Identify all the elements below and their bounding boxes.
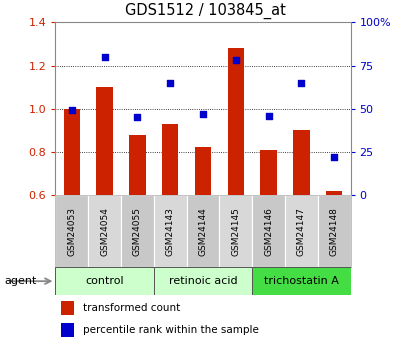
Bar: [61, 301, 74, 315]
Bar: [292, 130, 309, 195]
Text: GSM24146: GSM24146: [263, 207, 272, 256]
Text: GSM24147: GSM24147: [296, 207, 305, 256]
Text: control: control: [85, 276, 124, 286]
Point: [265, 113, 271, 118]
Bar: [260, 150, 276, 195]
Bar: [252, 195, 284, 267]
Bar: [121, 195, 153, 267]
Bar: [153, 267, 252, 295]
Text: retinoic acid: retinoic acid: [168, 276, 237, 286]
Bar: [219, 195, 252, 267]
Bar: [55, 267, 153, 295]
Bar: [162, 124, 178, 195]
Point: [232, 58, 238, 63]
Bar: [252, 267, 350, 295]
Text: GSM24053: GSM24053: [67, 207, 76, 256]
Text: GSM24144: GSM24144: [198, 207, 207, 256]
Point: [199, 111, 206, 117]
Point: [134, 115, 140, 120]
Point: [68, 108, 75, 113]
Text: GSM24143: GSM24143: [165, 207, 174, 256]
Text: trichostatin A: trichostatin A: [263, 276, 338, 286]
Text: percentile rank within the sample: percentile rank within the sample: [82, 325, 258, 335]
Bar: [129, 135, 145, 195]
Text: transformed count: transformed count: [82, 303, 179, 313]
Point: [101, 54, 108, 60]
Text: GSM24145: GSM24145: [231, 207, 240, 256]
Bar: [153, 195, 186, 267]
Bar: [61, 324, 74, 337]
Bar: [96, 87, 112, 195]
Bar: [194, 148, 211, 195]
Bar: [317, 195, 350, 267]
Bar: [186, 195, 219, 267]
Point: [297, 80, 304, 86]
Text: GSM24054: GSM24054: [100, 207, 109, 256]
Bar: [227, 48, 243, 195]
Bar: [284, 195, 317, 267]
Text: agent: agent: [4, 276, 36, 286]
Text: GDS1512 / 103845_at: GDS1512 / 103845_at: [124, 3, 285, 19]
Bar: [88, 195, 121, 267]
Bar: [63, 109, 80, 195]
Bar: [55, 195, 88, 267]
Text: GSM24055: GSM24055: [133, 207, 142, 256]
Text: GSM24148: GSM24148: [329, 207, 338, 256]
Bar: [325, 191, 342, 195]
Point: [166, 80, 173, 86]
Point: [330, 154, 337, 160]
